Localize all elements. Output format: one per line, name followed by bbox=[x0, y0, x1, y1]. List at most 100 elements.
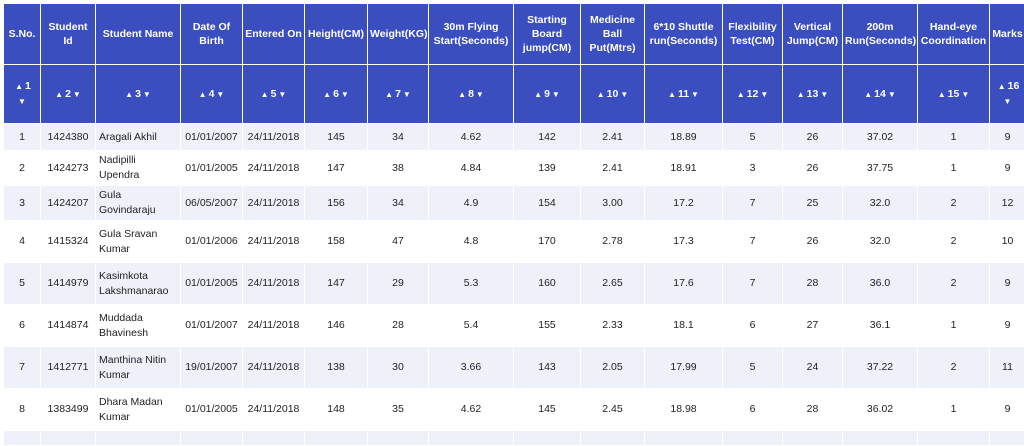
sort-control[interactable]: ▲6▼ bbox=[305, 65, 368, 124]
sort-row: ▲1▼▲2▼▲3▼▲4▼▲5▼▲6▼▲7▼▲8▼▲9▼▲10▼▲11▼▲12▼▲… bbox=[4, 65, 1024, 124]
sort-index: 15 bbox=[948, 88, 960, 100]
table-cell bbox=[243, 431, 305, 446]
table-cell: 7 bbox=[723, 263, 783, 305]
column-header: S.No. bbox=[4, 4, 41, 65]
table-cell: 9 bbox=[990, 389, 1024, 431]
sort-control[interactable]: ▲9▼ bbox=[514, 65, 581, 124]
table-cell: 2 bbox=[918, 221, 990, 263]
table-cell: 37.75 bbox=[843, 151, 918, 186]
table-cell: 24/11/2018 bbox=[243, 221, 305, 263]
table-cell: 36.02 bbox=[843, 389, 918, 431]
sort-control[interactable]: ▲8▼ bbox=[429, 65, 514, 124]
sort-control[interactable]: ▲2▼ bbox=[41, 65, 96, 124]
table-cell: 30 bbox=[368, 347, 429, 389]
table-cell: 1 bbox=[918, 305, 990, 347]
sort-control[interactable]: ▲4▼ bbox=[181, 65, 243, 124]
table-cell: 170 bbox=[514, 221, 581, 263]
table-cell: Dhara Madan Kumar bbox=[96, 389, 181, 431]
sort-ascending-icon[interactable]: ▲ bbox=[936, 90, 948, 99]
table-cell: 24/11/2018 bbox=[243, 347, 305, 389]
sort-control[interactable]: ▲7▼ bbox=[368, 65, 429, 124]
sort-descending-icon[interactable]: ▼ bbox=[339, 90, 351, 99]
column-header: Starting Board jump(CM) bbox=[514, 4, 581, 65]
table-cell: Manthina Nitin Kumar bbox=[96, 347, 181, 389]
sort-ascending-icon[interactable]: ▲ bbox=[197, 90, 209, 99]
sort-descending-icon[interactable]: ▼ bbox=[1002, 97, 1014, 106]
table-cell: 24/11/2018 bbox=[243, 151, 305, 186]
sort-control[interactable]: ▲14▼ bbox=[843, 65, 918, 124]
sort-control[interactable]: ▲1▼ bbox=[4, 65, 41, 124]
table-cell bbox=[645, 431, 723, 446]
sort-control[interactable]: ▲15▼ bbox=[918, 65, 990, 124]
table-cell: 18.98 bbox=[645, 389, 723, 431]
sort-descending-icon[interactable]: ▼ bbox=[214, 90, 226, 99]
sort-control[interactable]: ▲10▼ bbox=[581, 65, 645, 124]
table-cell: 2.05 bbox=[581, 347, 645, 389]
table-cell: 2 bbox=[918, 347, 990, 389]
sort-descending-icon[interactable]: ▼ bbox=[959, 90, 971, 99]
sort-descending-icon[interactable]: ▼ bbox=[550, 90, 562, 99]
table-cell bbox=[783, 431, 843, 446]
sort-index: 12 bbox=[747, 88, 759, 100]
table-cell: 139 bbox=[514, 151, 581, 186]
sort-descending-icon[interactable]: ▼ bbox=[474, 90, 486, 99]
sort-control[interactable]: ▲16▼ bbox=[990, 65, 1024, 124]
sort-descending-icon[interactable]: ▼ bbox=[401, 90, 413, 99]
sort-control[interactable]: ▲13▼ bbox=[783, 65, 843, 124]
sort-descending-icon[interactable]: ▼ bbox=[71, 90, 83, 99]
sort-ascending-icon[interactable]: ▲ bbox=[795, 90, 807, 99]
sort-control[interactable]: ▲11▼ bbox=[645, 65, 723, 124]
table-cell: 18.89 bbox=[645, 124, 723, 151]
table-cell: 147 bbox=[305, 263, 368, 305]
sort-ascending-icon[interactable]: ▲ bbox=[53, 90, 65, 99]
table-cell: 6 bbox=[4, 305, 41, 347]
table-cell: 4.62 bbox=[429, 124, 514, 151]
column-header: Entered On bbox=[243, 4, 305, 65]
sort-ascending-icon[interactable]: ▲ bbox=[321, 90, 333, 99]
table-cell: 7 bbox=[723, 186, 783, 221]
sort-ascending-icon[interactable]: ▲ bbox=[259, 90, 271, 99]
sort-control[interactable]: ▲12▼ bbox=[723, 65, 783, 124]
table-cell: 36.0 bbox=[843, 263, 918, 305]
table-cell: 2.33 bbox=[581, 305, 645, 347]
sort-descending-icon[interactable]: ▼ bbox=[758, 90, 770, 99]
table-cell: 01/01/2005 bbox=[181, 151, 243, 186]
table-cell: 4 bbox=[4, 221, 41, 263]
sort-ascending-icon[interactable]: ▲ bbox=[532, 90, 544, 99]
sort-ascending-icon[interactable]: ▲ bbox=[13, 82, 25, 91]
sort-control[interactable]: ▲3▼ bbox=[96, 65, 181, 124]
table-cell: 160 bbox=[514, 263, 581, 305]
sort-descending-icon[interactable]: ▼ bbox=[276, 90, 288, 99]
sort-control[interactable]: ▲5▼ bbox=[243, 65, 305, 124]
sort-descending-icon[interactable]: ▼ bbox=[16, 97, 28, 106]
table-cell: 27 bbox=[783, 305, 843, 347]
sort-descending-icon[interactable]: ▼ bbox=[618, 90, 630, 99]
table-cell: 18.1 bbox=[645, 305, 723, 347]
sort-ascending-icon[interactable]: ▲ bbox=[996, 82, 1008, 91]
sort-ascending-icon[interactable]: ▲ bbox=[123, 90, 135, 99]
table-cell: Aragali Akhil bbox=[96, 124, 181, 151]
sort-ascending-icon[interactable]: ▲ bbox=[456, 90, 468, 99]
sort-ascending-icon[interactable]: ▲ bbox=[595, 90, 607, 99]
table-cell: 24 bbox=[783, 347, 843, 389]
sort-descending-icon[interactable]: ▼ bbox=[689, 90, 701, 99]
table-cell: 138 bbox=[305, 347, 368, 389]
table-cell: 10 bbox=[990, 221, 1024, 263]
column-header: Hand-eye Coordination bbox=[918, 4, 990, 65]
table-cell: 2 bbox=[4, 151, 41, 186]
column-header: Student Name bbox=[96, 4, 181, 65]
sort-descending-icon[interactable]: ▼ bbox=[818, 90, 830, 99]
table-cell: 2.78 bbox=[581, 221, 645, 263]
sort-ascending-icon[interactable]: ▲ bbox=[383, 90, 395, 99]
sort-ascending-icon[interactable]: ▲ bbox=[735, 90, 747, 99]
sort-descending-icon[interactable]: ▼ bbox=[141, 90, 153, 99]
sort-descending-icon[interactable]: ▼ bbox=[886, 90, 898, 99]
sort-ascending-icon[interactable]: ▲ bbox=[666, 90, 678, 99]
table-cell: 5.4 bbox=[429, 305, 514, 347]
sort-ascending-icon[interactable]: ▲ bbox=[862, 90, 874, 99]
table-cell: 1414979 bbox=[41, 263, 96, 305]
